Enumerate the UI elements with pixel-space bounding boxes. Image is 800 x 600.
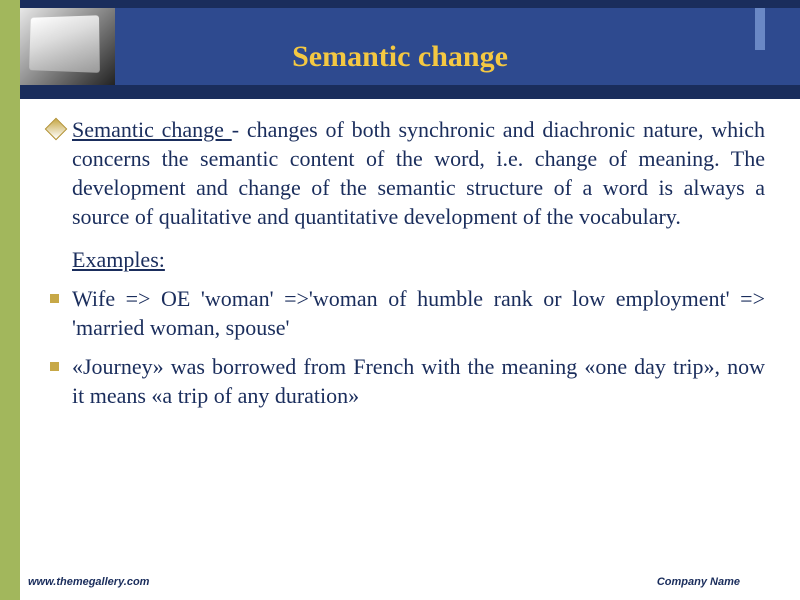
slide: Semantic change Semantic change - change… [0, 0, 800, 600]
slide-title: Semantic change [0, 40, 800, 74]
definition-paragraph: Semantic change - changes of both synchr… [50, 115, 765, 231]
footer-url: www.themegallery.com [28, 576, 149, 588]
content-area: Semantic change - changes of both synchr… [50, 115, 765, 420]
square-bullet-icon [50, 362, 59, 371]
square-bullet-icon [50, 294, 59, 303]
example-text: Wife => OE 'woman' =>'woman of humble ra… [72, 286, 765, 340]
example-item: Wife => OE 'woman' =>'woman of humble ra… [50, 284, 765, 342]
diamond-bullet-icon [48, 121, 62, 135]
header-bottom-border [20, 85, 800, 99]
examples-heading: Examples: [50, 245, 765, 274]
header-top-border [20, 0, 800, 8]
definition-term: Semantic change [72, 117, 232, 142]
left-accent-bar [0, 0, 20, 600]
example-text: «Journey» was borrowed from French with … [72, 354, 765, 408]
example-item: «Journey» was borrowed from French with … [50, 352, 765, 410]
footer-company: Company Name [657, 576, 740, 588]
